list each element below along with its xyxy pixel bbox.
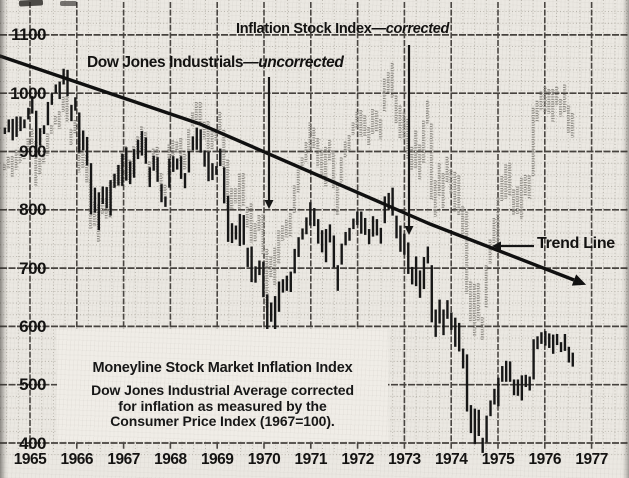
x-tick-label: 1966	[60, 451, 94, 468]
caption-line: Dow Jones Industrial Average corrected	[91, 382, 354, 398]
y-tick-label: 1000	[10, 83, 46, 103]
annotation-arrows	[264, 45, 534, 251]
y-tick-label: 800	[19, 200, 46, 220]
series-corrected	[3, 68, 574, 453]
x-tick-label: 1977	[575, 451, 608, 468]
scan-edge-artifact	[0, 0, 8, 478]
y-tick-label: 700	[19, 258, 46, 278]
series-label-corrected-emphasis: —corrected	[371, 21, 450, 37]
y-tick-label: 600	[19, 316, 46, 336]
x-tick-label: 1974	[434, 451, 468, 468]
caption-line: Consumer Price Index (1967=100).	[110, 413, 335, 429]
trend-line	[0, 54, 587, 286]
x-tick-label: 1976	[528, 451, 562, 468]
caption-title: Moneyline Stock Market Inflation Index	[92, 360, 353, 376]
series-label-uncorrected: Dow Jones Industrials—uncorrected	[87, 54, 344, 72]
caption-box: Moneyline Stock Market Inflation Index D…	[57, 329, 388, 441]
scan-edge-artifact	[622, 0, 629, 478]
scan-edge-artifact	[60, 1, 77, 6]
x-tick-label: 1971	[294, 451, 328, 468]
x-tick-label: 1967	[107, 451, 140, 468]
caption-line: for inflation as measured by the	[118, 397, 327, 414]
x-tick-label: 1972	[341, 451, 374, 468]
series-label-uncorrected-text: Dow Jones Industrials	[87, 54, 244, 71]
y-tick-label: 1100	[11, 25, 46, 45]
x-tick-label: 1975	[481, 451, 515, 468]
x-tick-label: 1969	[200, 451, 234, 468]
x-tick-label: 1973	[388, 451, 421, 468]
series-label-corrected: Inflation Stock Index—corrected	[236, 21, 449, 37]
x-tick-label: 1965	[13, 451, 47, 468]
x-tick-label: 1970	[247, 451, 281, 468]
trend-line-label: Trend Line	[537, 235, 615, 252]
x-tick-label: 1968	[154, 451, 187, 468]
y-tick-label: 900	[19, 142, 46, 161]
series-label-uncorrected-emphasis: —uncorrected	[243, 54, 344, 71]
y-tick-label: 400	[19, 433, 46, 453]
series-label-corrected-text: Inflation Stock Index	[236, 21, 372, 37]
y-tick-label: 500	[19, 375, 46, 395]
